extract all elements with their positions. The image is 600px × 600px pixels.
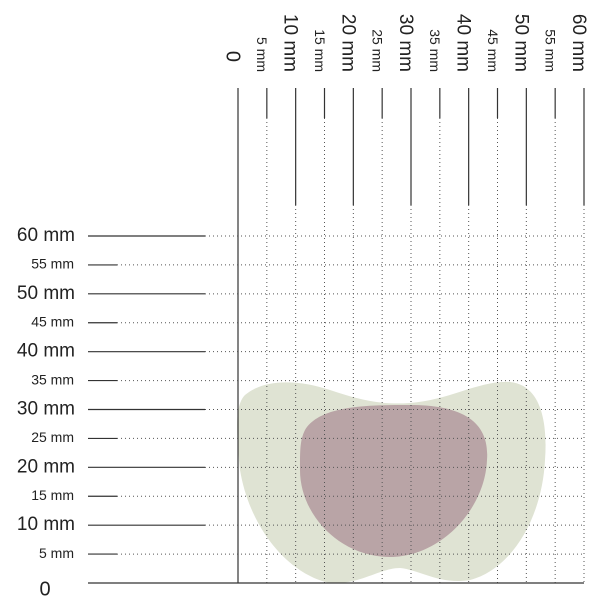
y-label: 20 mm (17, 456, 75, 477)
x-label: 60 mm (568, 14, 589, 72)
y-label: 60 mm (17, 225, 75, 246)
y-label: 40 mm (17, 341, 75, 362)
x-label: 55 mm (542, 29, 558, 72)
y-label: 35 mm (31, 371, 74, 387)
x-label: 15 mm (312, 29, 328, 72)
x-label: 25 mm (369, 29, 385, 72)
inner-shape (300, 405, 488, 557)
y-label: 10 mm (17, 514, 75, 535)
x-label: 5 mm (254, 37, 270, 72)
x-label: 50 mm (510, 14, 531, 72)
x-label: 45 mm (485, 29, 501, 72)
x-label: 0 (222, 51, 244, 62)
x-label: 30 mm (395, 14, 416, 72)
y-label: 50 mm (17, 283, 75, 304)
y-label: 55 mm (31, 256, 74, 272)
x-label: 35 mm (427, 29, 443, 72)
x-label: 10 mm (280, 14, 301, 72)
y-label: 45 mm (31, 313, 74, 329)
y-label: 15 mm (31, 487, 74, 503)
y-label: 0 (39, 578, 50, 600)
y-label: 30 mm (17, 399, 75, 420)
x-label: 40 mm (453, 14, 474, 72)
y-label: 25 mm (31, 429, 74, 445)
x-label: 20 mm (337, 14, 358, 72)
y-label: 5 mm (39, 545, 74, 561)
